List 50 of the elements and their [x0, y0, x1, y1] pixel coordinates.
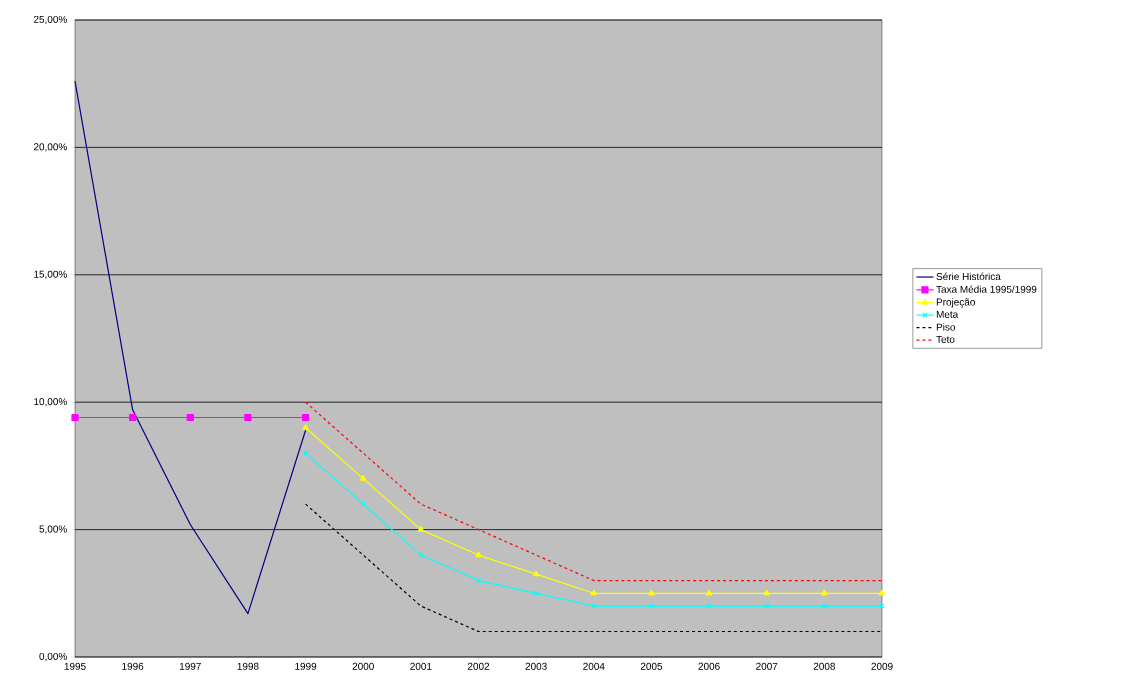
point [475, 551, 482, 558]
point [705, 589, 713, 596]
x-tick-label: 1995 [64, 662, 86, 670]
x-tick-label: 2009 [871, 662, 893, 670]
point [244, 413, 252, 422]
point [763, 589, 770, 596]
x-tick-label: 2003 [525, 662, 547, 670]
legend-label: Série Histórica [936, 272, 1001, 281]
x-tick-label: 2007 [756, 662, 778, 670]
x-tick-label: 1998 [237, 662, 259, 670]
x-tick-label: 2008 [813, 662, 836, 670]
line-series [74, 80, 307, 615]
point [821, 603, 828, 609]
x-tick-label: 2006 [698, 662, 720, 670]
legend-label: Piso [936, 323, 956, 331]
point [301, 413, 310, 422]
point [821, 589, 828, 596]
point [764, 603, 770, 609]
point [532, 570, 540, 577]
point [591, 603, 597, 609]
x-tick-label: 1999 [295, 662, 317, 670]
x-tick-label: 2000 [352, 662, 374, 670]
point [417, 526, 425, 532]
y-tick-label: 20,00% [33, 143, 67, 152]
legend-label: Teto [936, 335, 955, 343]
x-tick-label: 2001 [410, 662, 432, 670]
y-tick-label: 15,00% [34, 270, 67, 279]
point [590, 589, 597, 596]
point [878, 589, 886, 596]
legend-label: Projeção [936, 298, 975, 308]
point [360, 475, 367, 481]
legend-label: Taxa Média 1995/1999 [936, 285, 1037, 293]
point [186, 413, 194, 422]
x-tick-label: 2002 [467, 662, 490, 670]
point [533, 590, 539, 597]
x-tick-label: 1996 [122, 662, 144, 670]
point [71, 413, 79, 422]
x-tick-label: 2004 [583, 662, 605, 670]
point [302, 424, 309, 430]
x-tick-label: 2005 [640, 662, 663, 670]
point [648, 589, 655, 596]
x-tick-label: 1997 [179, 662, 201, 670]
y-tick-label: 10,00% [34, 398, 67, 407]
point [648, 603, 655, 609]
point [360, 501, 366, 507]
y-tick-label: 25,00% [33, 15, 67, 25]
point [129, 413, 137, 422]
y-tick-label: 0,00% [39, 652, 67, 662]
y-tick-label: 5,00% [39, 525, 67, 534]
legend-label: Meta [936, 310, 959, 318]
